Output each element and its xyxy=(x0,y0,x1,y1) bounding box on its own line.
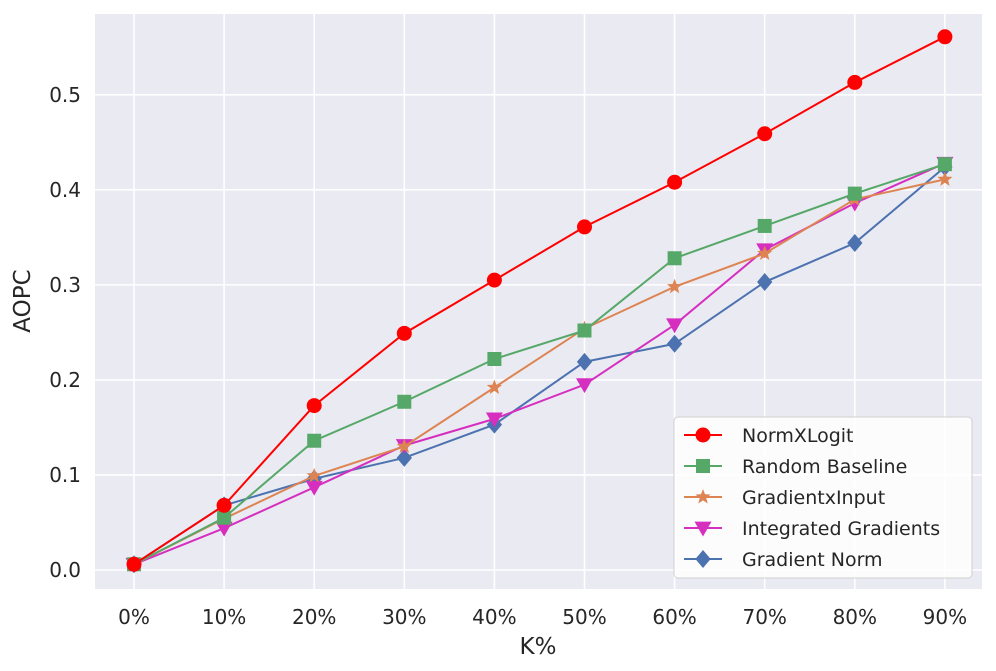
x-tick-label: 20% xyxy=(292,605,336,629)
legend-marker-normxlogit xyxy=(695,427,711,443)
x-axis-label: K% xyxy=(520,634,557,660)
legend-label: Integrated Gradients xyxy=(742,518,940,540)
data-point-gradient-norm-3 xyxy=(396,448,412,467)
data-point-random-baseline-8 xyxy=(847,186,862,201)
legend-entry-gradient-norm: Gradient Norm xyxy=(684,549,883,571)
data-point-gradient-norm-7 xyxy=(757,273,773,292)
x-tick-label: 0% xyxy=(118,605,150,629)
series-line-gradient-norm xyxy=(133,166,946,566)
data-point-gradientxinput-4 xyxy=(486,379,503,394)
data-point-random-baseline-9 xyxy=(937,157,952,172)
y-tick-label: 0.3 xyxy=(49,273,81,297)
data-point-random-baseline-5 xyxy=(577,323,592,338)
series-group xyxy=(125,29,954,574)
data-point-gradientxinput-6 xyxy=(666,278,683,294)
data-point-normxlogit-1 xyxy=(216,497,232,513)
x-tick-label: 40% xyxy=(472,605,516,629)
data-point-normxlogit-5 xyxy=(577,219,592,235)
data-point-normxlogit-7 xyxy=(757,126,773,142)
legend: NormXLogit Random Baseline GradientxInput I… xyxy=(673,416,973,579)
data-point-random-baseline-7 xyxy=(757,218,772,233)
legend-marker-gradient-norm xyxy=(695,550,711,568)
data-point-gradient-norm-8 xyxy=(847,234,863,253)
data-point-gradient-norm-6 xyxy=(666,334,683,353)
data-point-gradient-norm-5 xyxy=(576,352,593,371)
legend-entry-gradientxinput: GradientxInput xyxy=(684,487,885,509)
legend-box xyxy=(673,416,973,579)
data-point-integrated-gradients-2 xyxy=(305,480,323,496)
x-axis-ticks: 0% 10% 20% 30% 40% 50% 60% 70% 80% 90% xyxy=(118,605,967,629)
x-tick-label: 80% xyxy=(833,605,877,629)
data-point-gradientxinput-3 xyxy=(396,438,412,453)
series-line-gradientxinput xyxy=(133,178,946,566)
legend-entry-integrated-gradients: Integrated Gradients xyxy=(684,518,940,540)
data-point-gradientxinput-7 xyxy=(757,245,773,260)
data-point-integrated-gradients-4 xyxy=(485,412,503,428)
legend-label: Gradient Norm xyxy=(742,549,883,571)
data-point-normxlogit-9 xyxy=(937,29,953,45)
legend-label: GradientxInput xyxy=(742,487,885,509)
data-point-normxlogit-2 xyxy=(306,398,322,414)
x-tick-label: 60% xyxy=(652,605,696,629)
data-point-normxlogit-6 xyxy=(667,174,683,190)
data-point-normxlogit-3 xyxy=(396,325,412,341)
legend-label: Random Baseline xyxy=(742,456,907,478)
data-point-random-baseline-6 xyxy=(667,251,682,266)
data-point-normxlogit-0 xyxy=(126,556,142,572)
y-tick-label: 0.5 xyxy=(49,83,81,107)
series-line-random-baseline xyxy=(133,163,946,566)
legend-label: NormXLogit xyxy=(742,425,854,447)
x-tick-label: 30% xyxy=(382,605,426,629)
data-point-integrated-gradients-1 xyxy=(215,521,233,537)
y-axis-label: AOPC xyxy=(10,269,36,332)
y-axis-ticks: 0.0 0.1 0.2 0.3 0.4 0.5 xyxy=(49,83,81,582)
data-point-normxlogit-4 xyxy=(486,272,502,288)
y-tick-label: 0.1 xyxy=(49,463,81,487)
y-tick-label: 0.0 xyxy=(49,558,81,582)
x-tick-label: 90% xyxy=(923,605,967,629)
data-point-normxlogit-8 xyxy=(847,74,863,90)
x-tick-label: 70% xyxy=(742,605,786,629)
legend-entry-normxlogit: NormXLogit xyxy=(684,425,854,447)
legend-marker-random-baseline xyxy=(696,459,710,473)
data-point-random-baseline-3 xyxy=(397,394,412,409)
legend-marker-gradientxinput xyxy=(695,489,711,504)
data-point-random-baseline-4 xyxy=(487,352,502,366)
data-point-gradientxinput-2 xyxy=(306,467,322,483)
y-tick-label: 0.2 xyxy=(49,368,81,392)
series-normxlogit xyxy=(126,29,953,572)
x-tick-label: 10% xyxy=(202,605,246,629)
legend-marker-integrated-gradients xyxy=(694,521,712,537)
series-random-baseline xyxy=(127,157,952,572)
data-point-random-baseline-1 xyxy=(217,510,232,525)
data-point-integrated-gradients-5 xyxy=(576,378,593,394)
data-point-integrated-gradients-6 xyxy=(666,318,684,334)
y-tick-label: 0.4 xyxy=(49,178,81,202)
legend-entry-random-baseline: Random Baseline xyxy=(684,456,907,478)
x-tick-label: 50% xyxy=(562,605,606,629)
data-point-gradientxinput-9 xyxy=(937,171,953,186)
series-line-normxlogit xyxy=(133,35,946,566)
data-point-random-baseline-2 xyxy=(307,433,322,448)
